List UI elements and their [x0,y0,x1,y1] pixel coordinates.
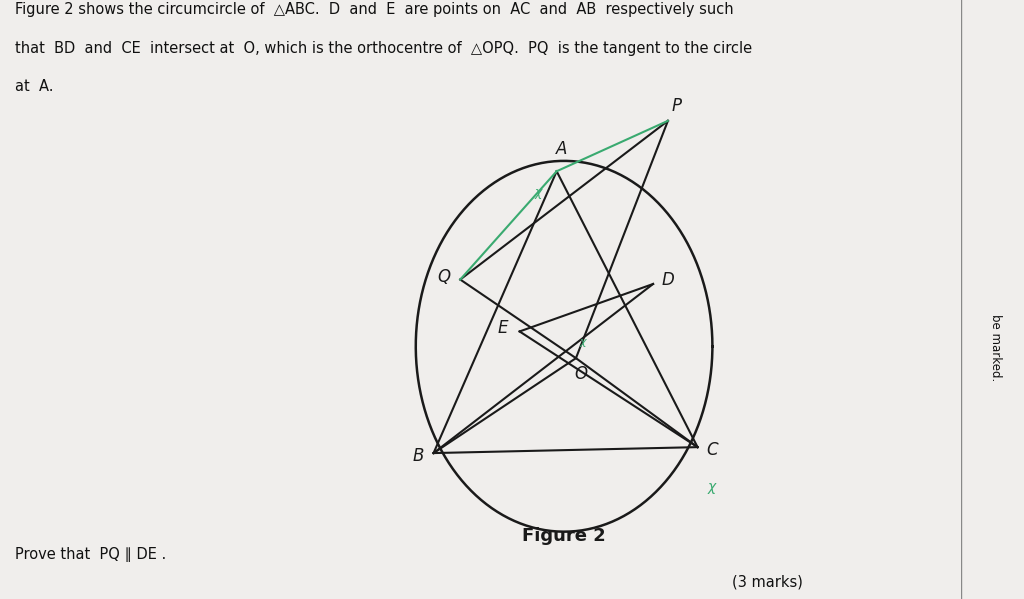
Text: Figure 2 shows the circumcircle of  △ABC.  D  and  E  are points on  AC  and  AB: Figure 2 shows the circumcircle of △ABC.… [14,2,733,17]
Text: A: A [555,140,567,158]
Text: $\chi$: $\chi$ [707,481,718,496]
Text: that  BD  and  CE  intersect at  O, which is the orthocentre of  △OPQ.  PQ  is t: that BD and CE intersect at O, which is … [14,41,752,56]
Text: O: O [573,365,587,383]
Text: Figure 2: Figure 2 [522,527,606,545]
Text: E: E [498,319,509,337]
Text: at  A.: at A. [14,80,53,95]
Text: $\chi$: $\chi$ [534,186,544,201]
Text: be marked.: be marked. [989,314,1001,381]
Text: D: D [662,271,674,289]
Text: P: P [672,97,682,115]
Text: (3 marks): (3 marks) [732,574,803,589]
Text: Prove that  PQ ∥ DE .: Prove that PQ ∥ DE . [14,547,166,562]
Text: B: B [413,447,424,465]
Text: C: C [707,441,718,459]
Text: $\chi$: $\chi$ [579,337,588,349]
Text: Q: Q [437,268,451,286]
